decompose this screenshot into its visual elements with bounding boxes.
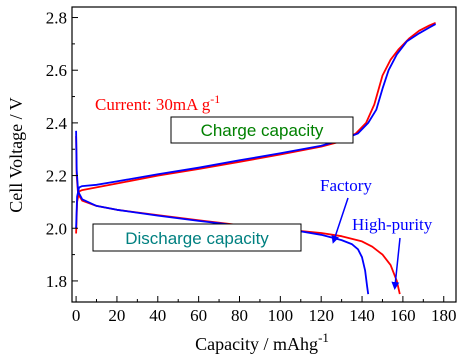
x-tick-label: 180 — [431, 306, 457, 325]
x-tick-label: 120 — [308, 306, 334, 325]
current-annotation: Current: 30mA g-1 — [95, 92, 220, 114]
factory-arrow — [331, 197, 349, 244]
y-axis-ticks: 1.8 2.0 2.2 2.4 2.6 2.8 — [46, 9, 78, 291]
x-axis-ticks: 0 20 40 60 80 100 120 140 160 180 — [72, 296, 457, 325]
y-tick-label: 2.6 — [46, 61, 67, 80]
discharge-capacity-box — [92, 223, 302, 252]
y-tick-label: 1.8 — [46, 272, 67, 291]
plot-frame — [71, 6, 457, 303]
series-factory-discharge-line — [75, 130, 370, 295]
x-axis-title-superscript: -1 — [318, 330, 329, 345]
y-tick-label: 2.2 — [46, 167, 67, 186]
x-axis-title: Capacity / mAhg-1 — [195, 330, 329, 354]
charge-capacity-label: Charge capacity — [201, 121, 324, 140]
x-tick-label: 160 — [390, 306, 416, 325]
x-tick-label: 40 — [149, 306, 166, 325]
x-tick-label: 0 — [72, 306, 81, 325]
y-tick-label: 2.0 — [46, 219, 67, 238]
x-tick-label: 20 — [108, 306, 125, 325]
plot-series — [75, 21, 437, 295]
current-annotation-superscript: -1 — [210, 92, 220, 106]
x-tick-label: 100 — [268, 306, 294, 325]
x-tick-label: 140 — [349, 306, 375, 325]
factory-annotation: Factory — [320, 176, 372, 195]
y-axis-title: Cell Voltage / V — [6, 97, 26, 213]
high-purity-arrow — [391, 237, 401, 290]
discharge-capacity-label: Discharge capacity — [125, 229, 269, 248]
y-tick-label: 2.4 — [46, 114, 68, 133]
x-tick-label: 80 — [231, 306, 248, 325]
x-tick-label: 60 — [190, 306, 207, 325]
charge-capacity-box — [170, 116, 354, 144]
high-purity-annotation: High-purity — [352, 215, 433, 234]
y-tick-label: 2.8 — [46, 9, 67, 28]
